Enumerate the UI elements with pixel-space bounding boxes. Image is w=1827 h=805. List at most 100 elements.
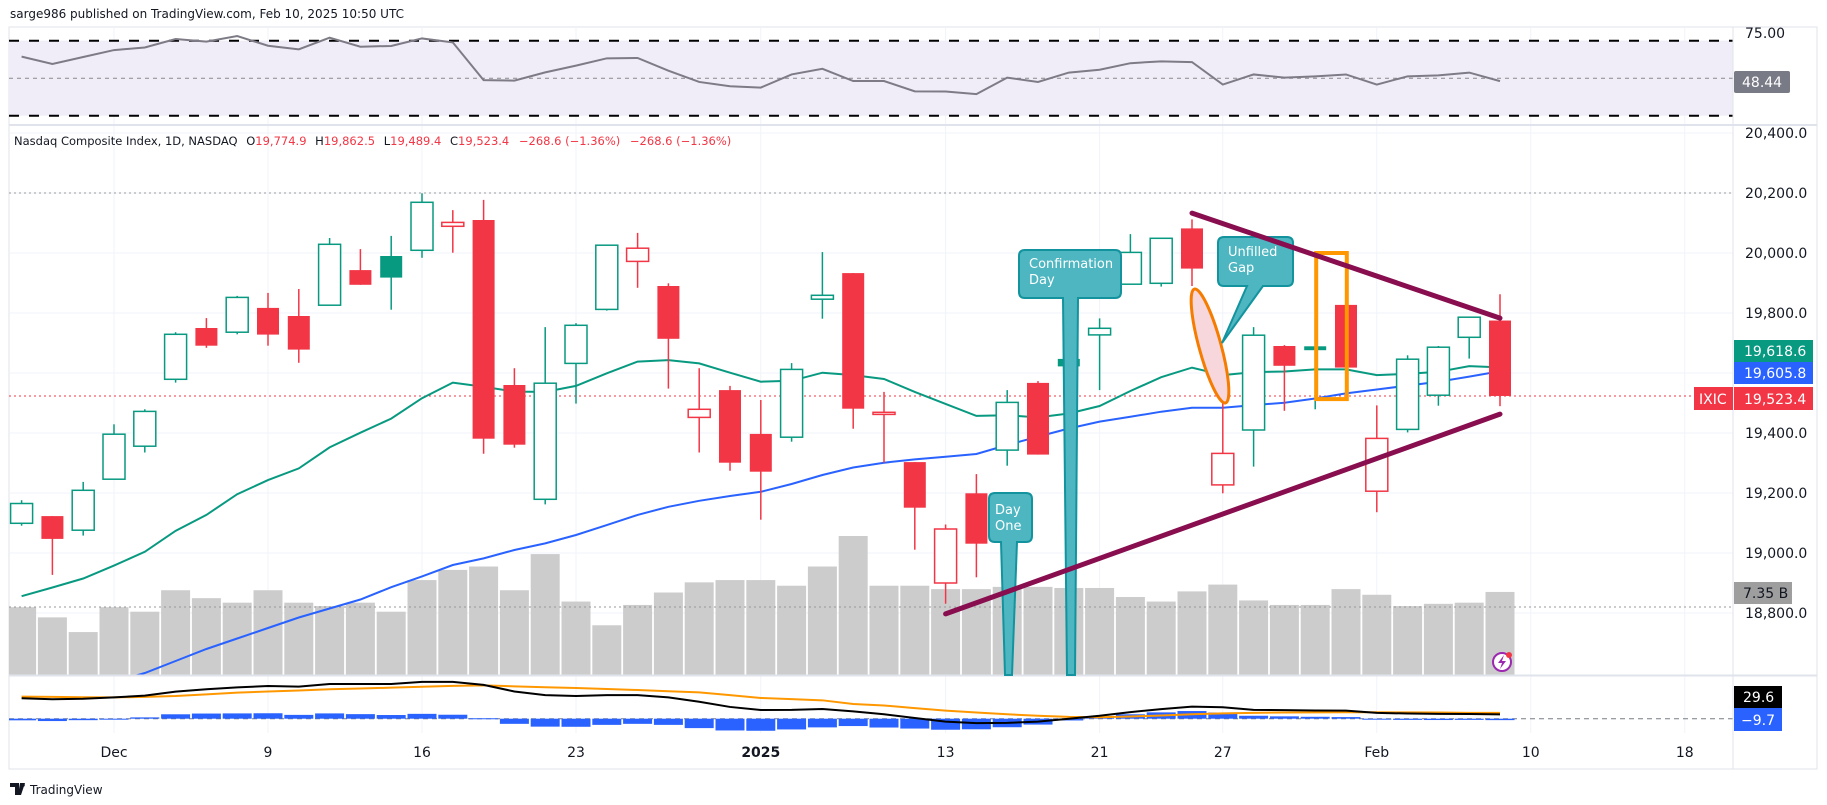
confirmation-day-callout[interactable]: Confirmation Day	[1018, 249, 1122, 676]
candle[interactable]	[503, 368, 526, 448]
candle-body	[903, 462, 926, 508]
candle[interactable]	[872, 391, 896, 463]
macd-histogram-bar	[1331, 717, 1361, 719]
candle[interactable]	[1087, 318, 1112, 391]
candle[interactable]	[903, 462, 926, 550]
candle[interactable]	[71, 481, 95, 536]
candle[interactable]	[779, 363, 804, 442]
volume-bar	[345, 602, 375, 675]
price-axis[interactable]: 20,400.0 20,200.0 20,000.0 19,800.0 19,400.0…	[1745, 126, 1807, 622]
rsi-pane[interactable]	[9, 34, 1733, 117]
volume-bar	[130, 611, 160, 675]
candle[interactable]	[933, 524, 958, 604]
candle[interactable]	[1211, 400, 1235, 494]
macd-histogram-bar	[1485, 718, 1515, 721]
candle[interactable]	[595, 244, 619, 311]
candle[interactable]	[533, 327, 557, 505]
gap-ellipse[interactable]	[1184, 286, 1236, 406]
price-tick-label: 19,800.0	[1745, 306, 1807, 322]
volume-bar	[684, 582, 714, 675]
candle[interactable]	[133, 409, 157, 453]
candle[interactable]	[1426, 346, 1451, 406]
candle-body	[163, 333, 188, 381]
candle-body	[1426, 346, 1451, 396]
legend-low-label: L	[384, 134, 391, 148]
time-axis[interactable]: Dec 9 16 23 2025 13 21 27 Feb 10 18	[100, 745, 1693, 761]
macd-histogram-bar	[37, 718, 67, 722]
candle-body	[1118, 251, 1143, 285]
volume-bar	[1208, 584, 1238, 675]
price-tick-label: 20,200.0	[1745, 186, 1807, 202]
candle[interactable]	[380, 235, 403, 310]
candle[interactable]	[810, 252, 835, 319]
candle[interactable]	[719, 385, 741, 471]
lightning-icon[interactable]	[1492, 652, 1512, 672]
candle[interactable]	[1395, 355, 1420, 433]
candle[interactable]	[163, 332, 188, 383]
rsi-line	[21, 34, 1501, 96]
candle-body	[1149, 237, 1173, 285]
macd-histogram-bar	[284, 714, 314, 719]
candle[interactable]	[1489, 294, 1511, 407]
candle[interactable]	[1118, 234, 1143, 285]
volume-bar	[1115, 597, 1145, 675]
macd-pane[interactable]	[7, 680, 1733, 731]
candle[interactable]	[1457, 316, 1481, 359]
candle[interactable]	[657, 283, 680, 389]
callout-shape	[1018, 249, 1122, 676]
macd-histogram-bar	[1208, 712, 1238, 719]
price-tick-label: 18,800.0	[1745, 606, 1807, 622]
macd-histogram-bar	[1300, 716, 1330, 719]
candle[interactable]	[564, 323, 588, 404]
candle[interactable]	[1027, 381, 1049, 455]
candle[interactable]	[287, 289, 310, 363]
candle[interactable]	[1241, 327, 1266, 467]
candle[interactable]	[472, 199, 495, 454]
candle[interactable]	[349, 249, 372, 285]
callout-text: Confirmation	[1029, 257, 1113, 272]
candle[interactable]	[441, 210, 465, 253]
candle[interactable]	[1149, 237, 1173, 287]
volume-bar	[68, 632, 98, 675]
candle[interactable]	[41, 516, 64, 575]
candle[interactable]	[9, 500, 34, 526]
candle[interactable]	[995, 390, 1019, 466]
date-tick-label: Feb	[1364, 745, 1389, 761]
candle-body	[1181, 228, 1203, 269]
candle[interactable]	[257, 292, 279, 346]
candle-body	[657, 286, 680, 339]
candle[interactable]	[225, 295, 249, 335]
candle[interactable]	[965, 474, 988, 578]
candle[interactable]	[749, 400, 772, 520]
candle[interactable]	[1273, 345, 1296, 411]
tradingview-logo[interactable]: TradingView	[10, 783, 103, 797]
macd-histogram-bar	[900, 718, 930, 729]
candle-body	[71, 489, 95, 531]
macd-histogram-bar	[623, 718, 653, 724]
price-tick-label: 20,400.0	[1745, 126, 1807, 142]
candle[interactable]	[687, 368, 711, 453]
candle[interactable]	[410, 193, 434, 258]
candle[interactable]	[102, 424, 126, 480]
macd-histogram-bar	[9, 718, 37, 721]
macd-histogram-bar	[1423, 718, 1453, 721]
annotations[interactable]: Confirmation Day Day One Unfilled Gap	[943, 210, 1503, 676]
candle[interactable]	[317, 238, 342, 306]
unfilled-gap-callout[interactable]: Unfilled Gap	[1217, 236, 1294, 344]
volume-bar	[1269, 604, 1299, 675]
candle-body	[41, 516, 64, 539]
candle[interactable]	[195, 318, 218, 348]
macd-histogram-bar	[1362, 718, 1392, 720]
volume-bar	[1023, 586, 1053, 675]
day-one-callout[interactable]: Day One	[988, 492, 1033, 676]
macd-histogram-bar	[438, 714, 468, 719]
price-pane[interactable]	[7, 192, 1733, 709]
candle[interactable]	[1181, 219, 1203, 286]
volume-bar	[715, 580, 745, 675]
candle-body	[595, 244, 619, 311]
candle[interactable]	[625, 232, 650, 288]
candle-body	[410, 201, 434, 252]
candle[interactable]	[842, 273, 865, 429]
legend-change: −268.6 (−1.36%)	[519, 134, 620, 148]
